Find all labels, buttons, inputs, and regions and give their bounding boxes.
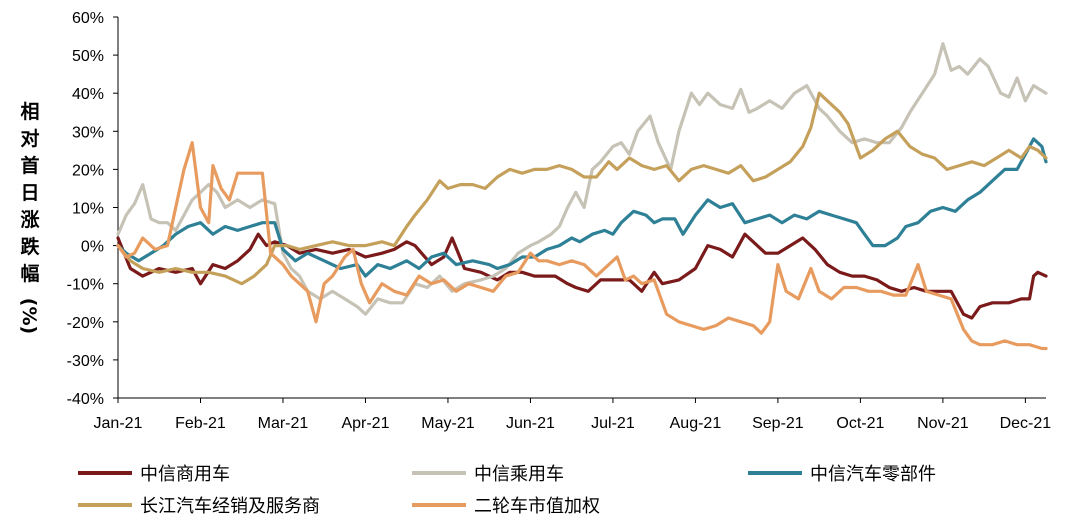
y-tick-label: -30% xyxy=(67,353,104,370)
series-line-2 xyxy=(116,137,1048,278)
x-tick-label: Jun-21 xyxy=(506,415,555,432)
series-line-4 xyxy=(116,141,1048,351)
x-tick-label: Apr-21 xyxy=(341,415,389,432)
x-tick-label: Jul-21 xyxy=(591,415,635,432)
axes: -40% -30% -20% -10% 0% 10% 20% 30% 40% 50% 60% Jan-… xyxy=(67,10,1052,432)
x-tick-label: Aug-21 xyxy=(670,415,722,432)
y-axis-label-char: 首 xyxy=(20,154,39,177)
y-tick-label: 30% xyxy=(72,124,104,141)
x-tick-label: May-21 xyxy=(421,415,474,432)
y-tick-label: -40% xyxy=(67,391,104,408)
y-axis-label-char: 日 xyxy=(20,182,39,204)
y-tick-label: 0% xyxy=(81,239,104,256)
legend-label-0: 中信商用车 xyxy=(140,464,230,485)
y-tick-label: -20% xyxy=(67,315,104,332)
y-tick-label: 20% xyxy=(72,162,104,179)
legend-label-2: 中信汽车零部件 xyxy=(810,464,936,485)
y-tick-label: 50% xyxy=(72,48,104,65)
legend-label-4: 二轮车市值加权 xyxy=(474,496,600,517)
y-axis-label-char: 相 xyxy=(20,101,39,123)
series-line-1 xyxy=(116,42,1048,316)
y-tick-label: -10% xyxy=(67,277,104,294)
series-line-3 xyxy=(116,91,1048,286)
y-tick-label: 10% xyxy=(72,201,104,218)
series-line-0 xyxy=(116,232,1048,320)
series-layer xyxy=(116,42,1048,351)
x-tick-label: Feb-21 xyxy=(175,415,226,432)
x-tick-label: Jan-21 xyxy=(94,415,143,432)
x-tick-label: Nov-21 xyxy=(917,415,969,432)
x-tick-label: Dec-21 xyxy=(1000,415,1052,432)
x-tick-label: Sep-21 xyxy=(752,415,804,432)
x-tick-label: Mar-21 xyxy=(258,415,309,432)
y-tick-label: 60% xyxy=(72,10,104,27)
y-axis-label-char: 对 xyxy=(20,127,39,150)
y-axis-label-char: 涨 xyxy=(20,209,39,231)
y-tick-label: 40% xyxy=(72,86,104,103)
y-axis-unit: (%) xyxy=(18,298,40,334)
x-tick-label: Oct-21 xyxy=(836,415,884,432)
legend-label-3: 长江汽车经销及服务商 xyxy=(140,496,320,517)
legend-label-1: 中信乘用车 xyxy=(474,464,564,485)
y-axis-label-char: 幅 xyxy=(20,262,39,285)
y-axis-label-char: 跌 xyxy=(20,235,40,258)
